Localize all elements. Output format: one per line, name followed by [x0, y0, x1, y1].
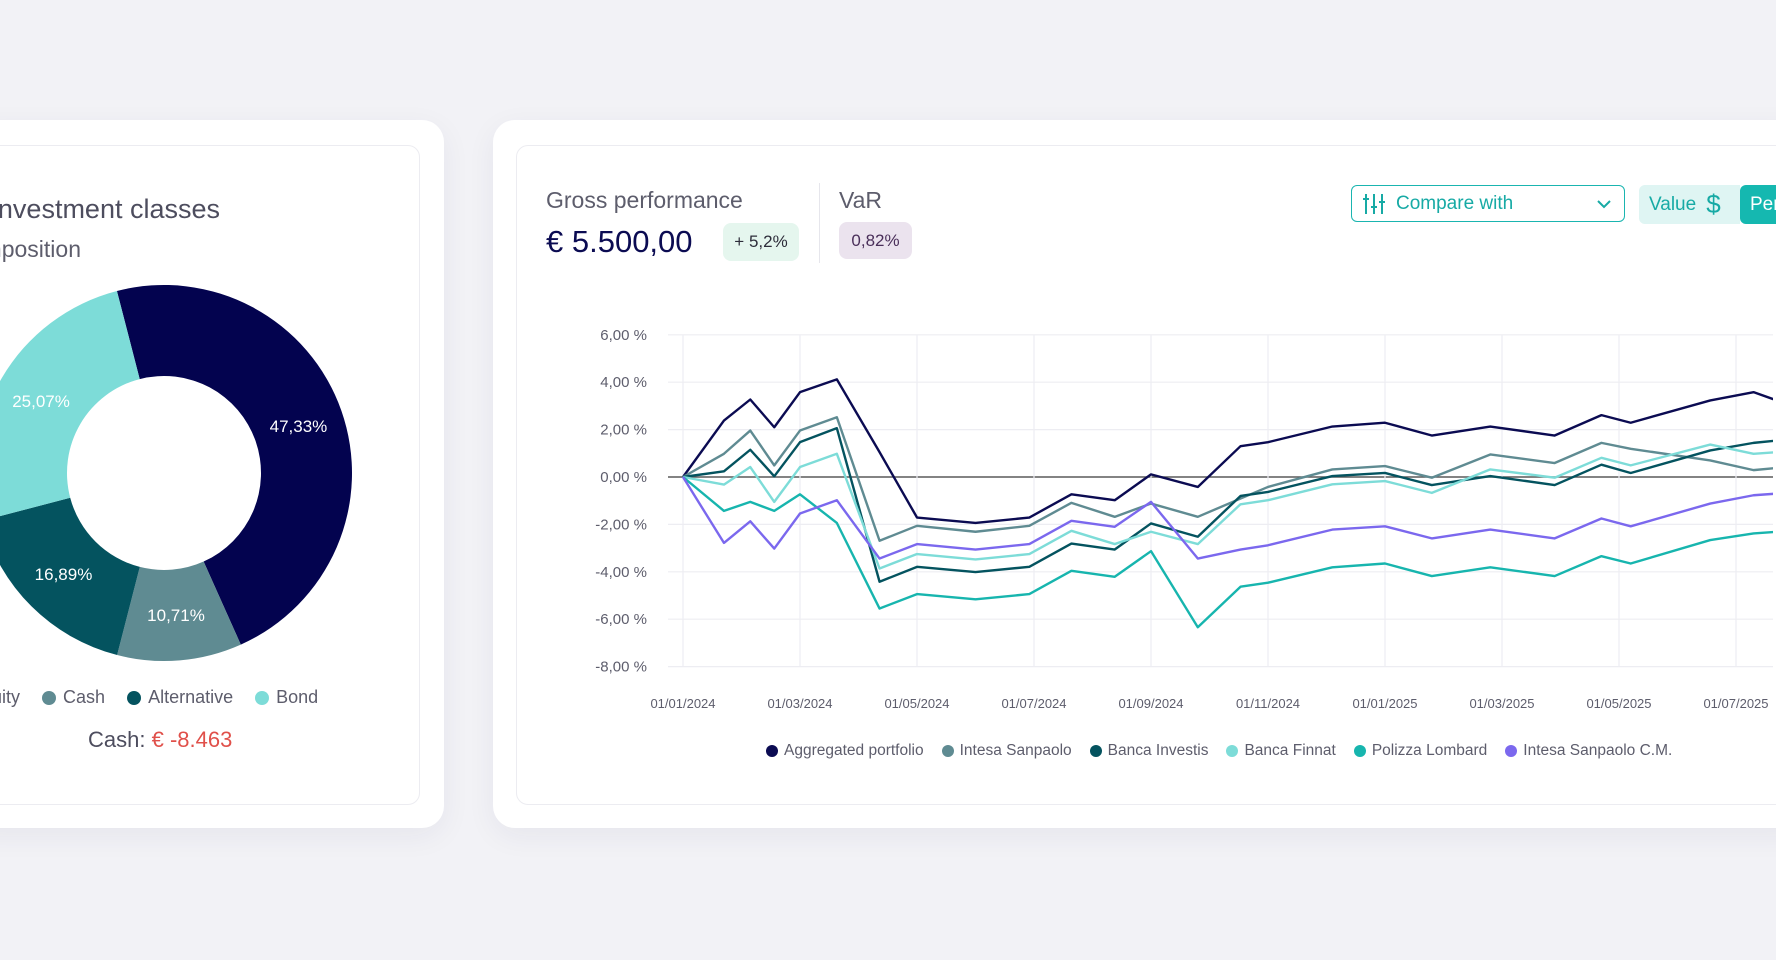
value-toggle-label: Value — [1649, 193, 1697, 215]
x-tick-label: 01/01/2025 — [1352, 696, 1417, 711]
sliders-icon — [1362, 193, 1386, 215]
legend-item-cash[interactable]: Cash — [42, 687, 105, 708]
y-tick-label: 2,00 % — [600, 422, 647, 439]
series-line-intesa-sanpaolo-c-m-[interactable] — [681, 476, 1776, 560]
series-line-aggregated-portfolio[interactable] — [682, 378, 1776, 525]
donut-slice-label: 47,33% — [270, 417, 328, 436]
x-tick-label: 01/09/2024 — [1118, 696, 1183, 711]
y-tick-label: -6,00 % — [595, 611, 647, 628]
chart-legend: Aggregated portfolio Intesa Sanpaolo Banca… — [766, 742, 1690, 760]
donut-slice-label: 25,07% — [12, 392, 70, 411]
legend-dot — [127, 690, 142, 705]
gross-change-badge: + 5,2% — [723, 223, 799, 261]
chart-legend-item[interactable]: Banca Finnat — [1226, 742, 1336, 760]
legend-label: Intesa Sanpaolo C.M. — [1523, 742, 1673, 759]
legend-label: Polizza Lombard — [1371, 742, 1488, 759]
divider — [819, 183, 820, 263]
legend-label: Alternative — [148, 687, 234, 707]
legend-label: Banca Finnat — [1244, 742, 1336, 759]
donut-chart: 47,33% 10,71% 16,89% 25,07% — [0, 285, 352, 661]
legend-label: Cash — [63, 687, 106, 707]
legend-label: Equity — [0, 687, 21, 707]
donut-slice-label: 16,89% — [35, 565, 93, 584]
percent-toggle-label: Per — [1750, 193, 1776, 215]
y-tick-label: 0,00 % — [600, 469, 647, 486]
donut-slice-bond[interactable] — [0, 290, 140, 521]
chevron-down-icon — [1596, 199, 1612, 209]
x-tick-label: 01/03/2024 — [767, 696, 832, 711]
legend-item-alternative[interactable]: Alternative — [127, 687, 233, 708]
chart-legend-item[interactable]: Intesa Sanpaolo — [941, 742, 1072, 760]
legend-dot — [1505, 745, 1518, 757]
x-tick-label: 01/07/2024 — [1001, 696, 1066, 711]
x-tick-label: 01/07/2025 — [1703, 696, 1768, 711]
x-tick-label: 01/01/2024 — [650, 696, 715, 711]
donut-slice-label: 10,71% — [147, 606, 205, 625]
legend-dot — [941, 745, 954, 757]
legend-dot — [1226, 745, 1239, 757]
dollar-icon: $ — [1706, 189, 1721, 219]
legend-label: Banca Investis — [1107, 742, 1209, 759]
series-line-polizza-lombard[interactable] — [682, 476, 1776, 629]
allocation-title: Investment classes — [0, 194, 220, 224]
gross-performance-label: Gross performance — [546, 187, 743, 213]
cash-summary-value: € -8.463 — [151, 727, 233, 752]
var-label: VaR — [839, 187, 883, 213]
compare-with-dropdown[interactable]: Compare with — [1351, 185, 1625, 222]
legend-dot — [42, 690, 57, 705]
chart-legend-item[interactable]: Intesa Sanpaolo C.M. — [1505, 742, 1672, 760]
donut-legend: Equity Cash Alternative Bond — [0, 687, 340, 708]
x-tick-label: 01/11/2024 — [1236, 696, 1300, 711]
legend-label: Bond — [276, 687, 319, 707]
chart-legend-item[interactable]: Banca Investis — [1089, 742, 1209, 760]
var-badge: 0,82% — [839, 222, 912, 259]
series-line-banca-finnat[interactable] — [682, 443, 1776, 570]
legend-dot — [1353, 745, 1366, 757]
x-tick-label: 01/03/2025 — [1469, 696, 1534, 711]
cash-summary: Cash: € -8.463 — [88, 727, 232, 753]
allocation-subtitle: Composition — [0, 236, 81, 262]
y-tick-label: 4,00 % — [600, 374, 647, 391]
cash-summary-label: Cash: — [88, 727, 146, 752]
series-line-intesa-sanpaolo[interactable] — [682, 416, 1776, 542]
donut-slice-alternative[interactable] — [0, 497, 140, 656]
gross-performance-value: € 5.500,00 — [546, 224, 693, 259]
y-tick-label: -2,00 % — [595, 516, 647, 533]
x-tick-label: 01/05/2025 — [1586, 696, 1651, 711]
chart-legend-item[interactable]: Aggregated portfolio — [766, 742, 924, 760]
legend-dot — [766, 745, 778, 757]
legend-label: Intesa Sanpaolo — [959, 742, 1072, 759]
value-toggle-button[interactable]: Value $ — [1639, 185, 1740, 224]
legend-item-bond[interactable]: Bond — [255, 687, 318, 708]
percent-toggle-button[interactable]: Per — [1740, 185, 1776, 224]
chart-legend-item[interactable]: Polizza Lombard — [1353, 742, 1488, 760]
y-tick-label: -4,00 % — [595, 564, 647, 581]
compare-with-label: Compare with — [1396, 192, 1514, 214]
legend-dot — [255, 690, 270, 705]
x-tick-label: 01/05/2024 — [884, 696, 949, 711]
legend-item-equity[interactable]: Equity — [0, 687, 20, 708]
legend-label: Aggregated portfolio — [784, 742, 924, 759]
y-tick-label: -8,00 % — [595, 659, 647, 676]
donut-slice-cash[interactable] — [117, 561, 241, 661]
donut-slice-equity[interactable] — [116, 285, 352, 645]
y-tick-label: 6,00 % — [600, 327, 647, 344]
legend-dot — [1089, 745, 1102, 757]
